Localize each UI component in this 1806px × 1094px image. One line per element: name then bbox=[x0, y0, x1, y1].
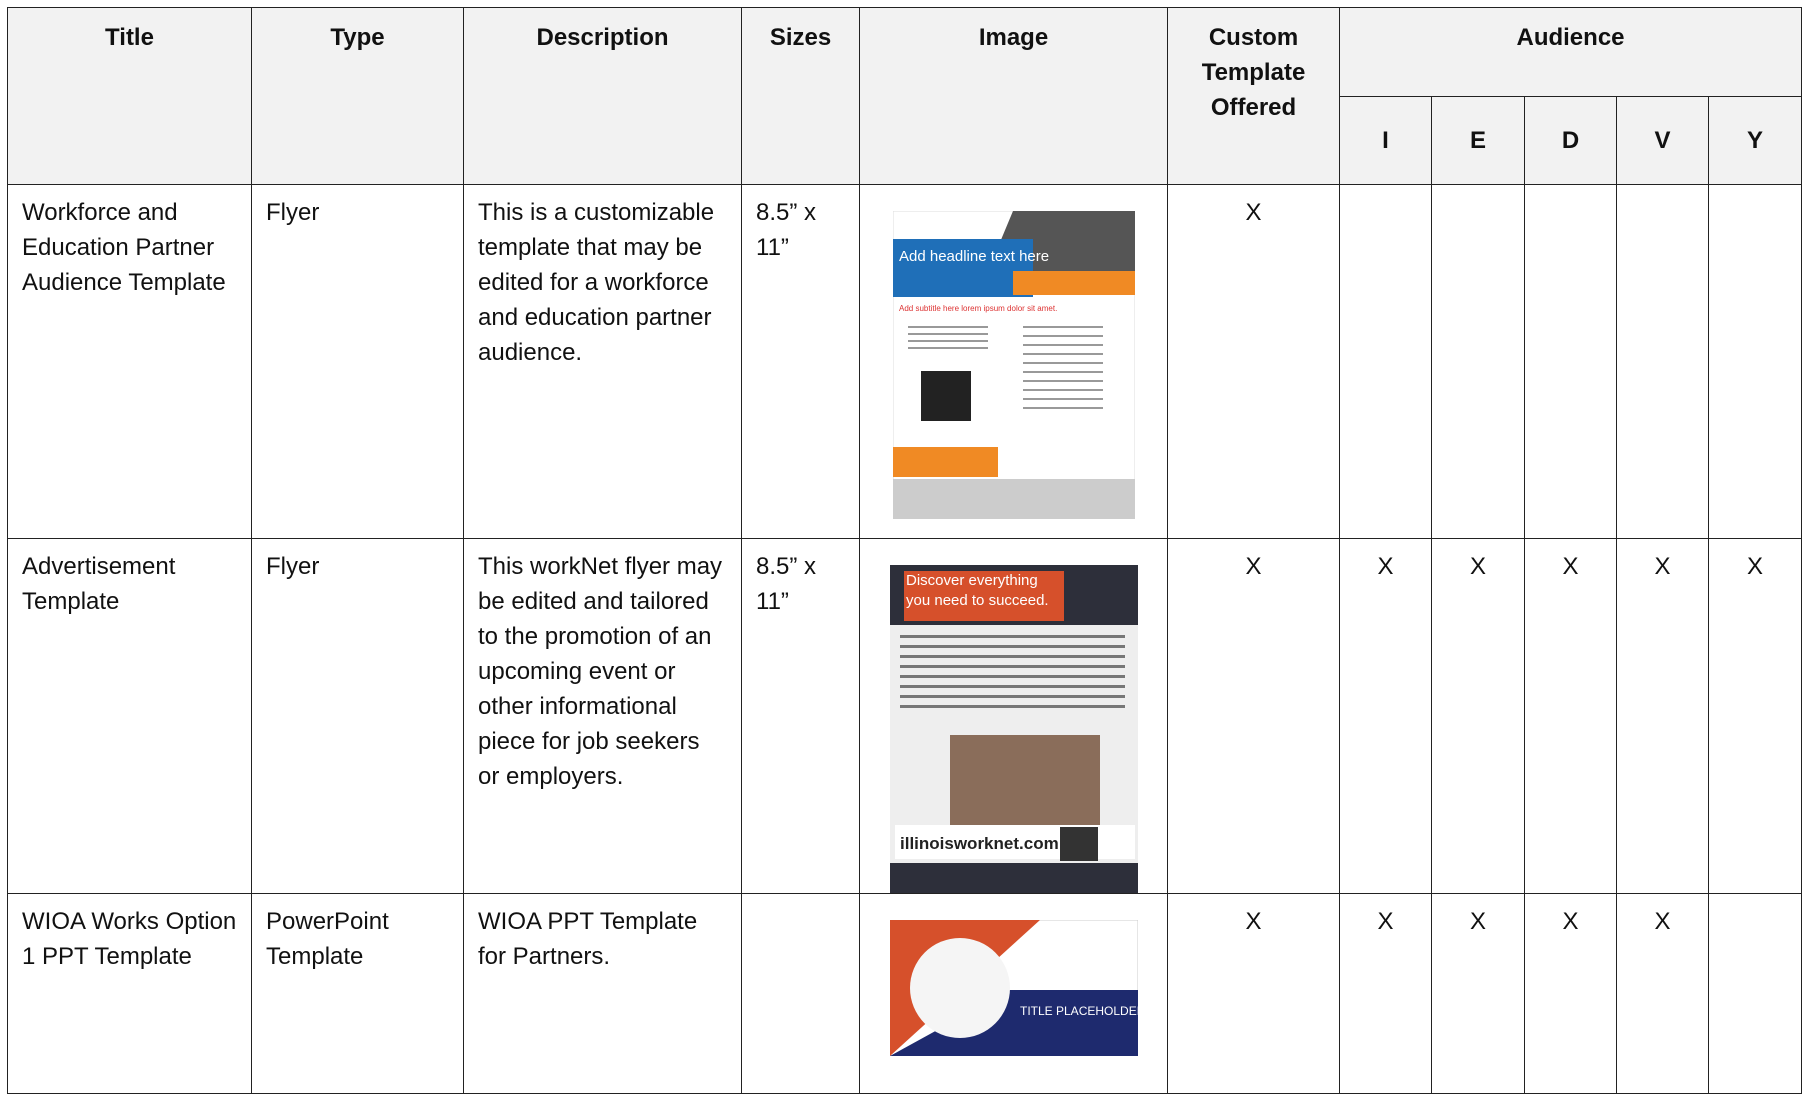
image-shape bbox=[1022, 389, 1103, 391]
templates-table: Title Type Description Sizes Image Custo… bbox=[7, 7, 1802, 1094]
audience-cell: X bbox=[1339, 893, 1432, 1094]
audience-cell: X bbox=[1616, 538, 1709, 894]
audience-header: E bbox=[1431, 96, 1525, 185]
audience-cell bbox=[1708, 893, 1802, 1094]
image-cell: Discover everything you need to succeed.… bbox=[859, 538, 1168, 894]
header-cell: Image bbox=[859, 7, 1168, 185]
image-shape bbox=[899, 665, 1125, 668]
table-row: WIOA Works Option 1 PPT Template PowerPoi… bbox=[7, 893, 1802, 1094]
custom-cell: X bbox=[1167, 184, 1340, 539]
header-cell: Audience bbox=[1339, 7, 1802, 97]
image-shape bbox=[907, 326, 988, 328]
image-shape bbox=[1022, 398, 1103, 400]
table-row: Workforce and Education Partner Audience… bbox=[7, 184, 1802, 539]
image-cell: TITLE PLACEHOLDER bbox=[859, 893, 1168, 1094]
image-shape bbox=[1022, 335, 1103, 337]
image-shape bbox=[892, 239, 1033, 297]
image-shape bbox=[920, 371, 971, 421]
image-shape bbox=[899, 695, 1125, 698]
template-thumbnail: Add headline text here Add subtitle here … bbox=[892, 211, 1135, 519]
image-shape bbox=[899, 705, 1125, 708]
description-cell: This is a customizable template that may… bbox=[463, 184, 742, 539]
type-cell: PowerPoint Template bbox=[251, 893, 464, 1094]
description-cell: WIOA PPT Template for Partners. bbox=[463, 893, 742, 1094]
image-shape bbox=[1022, 371, 1103, 373]
type-cell: Flyer bbox=[251, 184, 464, 539]
audience-header: I bbox=[1339, 96, 1432, 185]
image-shape bbox=[899, 645, 1125, 648]
image-shape bbox=[899, 675, 1125, 678]
image-shape bbox=[1012, 271, 1135, 295]
audience-cell bbox=[1524, 184, 1617, 539]
title-cell: WIOA Works Option 1 PPT Template bbox=[7, 893, 252, 1094]
audience-cell bbox=[1431, 184, 1525, 539]
audience-header: Y bbox=[1708, 96, 1802, 185]
audience-cell: X bbox=[1431, 893, 1525, 1094]
image-shape bbox=[899, 685, 1125, 688]
sizes-cell bbox=[741, 893, 860, 1094]
page: Title Type Description Sizes Image Custo… bbox=[7, 7, 1802, 1094]
audience-cell bbox=[1616, 184, 1709, 539]
image-text: Add subtitle here lorem ipsum dolor sit … bbox=[899, 304, 1057, 313]
image-shape bbox=[899, 635, 1125, 638]
sizes-cell: 8.5” x 11” bbox=[741, 184, 860, 539]
audience-cell: X bbox=[1339, 538, 1432, 894]
custom-cell: X bbox=[1167, 893, 1340, 1094]
image-shape bbox=[1022, 326, 1103, 328]
image-shape bbox=[1059, 827, 1098, 861]
type-cell: Flyer bbox=[251, 538, 464, 894]
image-shape bbox=[909, 938, 1010, 1038]
audience-cell bbox=[1708, 184, 1802, 539]
custom-cell: X bbox=[1167, 538, 1340, 894]
image-cell: Add headline text here Add subtitle here … bbox=[859, 184, 1168, 539]
audience-cell: X bbox=[1616, 893, 1709, 1094]
image-shape bbox=[1022, 344, 1103, 346]
image-shape bbox=[892, 479, 1135, 519]
image-shape bbox=[1022, 407, 1103, 409]
image-shape bbox=[1022, 380, 1103, 382]
header-cell: Description bbox=[463, 7, 742, 185]
image-shape bbox=[907, 340, 988, 342]
title-cell: Workforce and Education Partner Audience… bbox=[7, 184, 252, 539]
header-cell: Sizes bbox=[741, 7, 860, 185]
template-thumbnail: Discover everything you need to succeed.… bbox=[889, 565, 1138, 893]
image-shape bbox=[1022, 353, 1103, 355]
image-shape bbox=[899, 655, 1125, 658]
audience-cell: X bbox=[1524, 893, 1617, 1094]
header-cell: Title bbox=[7, 7, 252, 185]
image-shape bbox=[889, 990, 1138, 1056]
image-text-box: Discover everything you need to succeed. bbox=[905, 572, 1049, 609]
image-text: illinoisworknet.com bbox=[900, 834, 1059, 853]
template-thumbnail: TITLE PLACEHOLDER bbox=[889, 920, 1138, 1056]
image-text: TITLE PLACEHOLDER bbox=[1020, 1004, 1138, 1018]
header-cell: Type bbox=[251, 7, 464, 185]
audience-cell: X bbox=[1524, 538, 1617, 894]
image-shape bbox=[889, 863, 1138, 893]
image-text: Add headline text here bbox=[899, 248, 1049, 265]
image-text: Discover everything you need to succeed. bbox=[905, 572, 1049, 609]
sizes-cell: 8.5” x 11” bbox=[741, 538, 860, 894]
audience-cell: X bbox=[1708, 538, 1802, 894]
audience-header: V bbox=[1616, 96, 1709, 185]
image-shape bbox=[892, 447, 998, 477]
audience-cell: X bbox=[1431, 538, 1525, 894]
title-cell: Advertisement Template bbox=[7, 538, 252, 894]
audience-header: D bbox=[1524, 96, 1617, 185]
table-row: Advertisement Template Flyer This workNet … bbox=[7, 538, 1802, 894]
image-shape bbox=[907, 333, 988, 335]
image-shape bbox=[1022, 362, 1103, 364]
header-cell: Custom Template Offered bbox=[1167, 7, 1340, 185]
description-cell: This workNet flyer may be edited and tai… bbox=[463, 538, 742, 894]
image-shape bbox=[903, 571, 1064, 621]
audience-cell bbox=[1339, 184, 1432, 539]
image-shape bbox=[907, 347, 988, 349]
